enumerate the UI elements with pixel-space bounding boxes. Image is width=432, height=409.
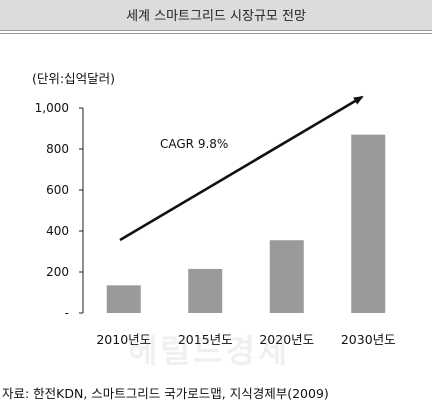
bar [188,268,223,313]
y-tick-label: 600 [46,183,69,197]
source-note: 자료: 한전KDN, 스마트그리드 국가로드맵, 지식경제부(2009) [2,386,329,401]
y-tick-label: - [65,306,69,320]
y-tick-label: 1,000 [35,101,69,115]
bar-chart: - 200 400 600 800 1,000 2010년도 2015년도 2020년도 203… [35,95,396,347]
trend-arrow [119,95,364,242]
y-tick-label: 200 [46,265,69,279]
chart-title: 세계 스마트그리드 시장규모 전망 [126,9,306,24]
bar [269,240,304,313]
y-tick-label: 400 [46,224,69,238]
x-tick-label: 2010년도 [96,332,151,347]
x-tick-label: 2015년도 [178,332,233,347]
title-band: 세계 스마트그리드 시장규모 전망 [0,0,432,31]
x-tick-label: 2030년도 [341,332,396,347]
cagr-annotation: CAGR 9.8% [160,137,228,151]
watermark: 헤럴드경제 [128,332,291,370]
title-divider [0,30,432,31]
bar [106,285,141,313]
unit-label: (단위:십억달러) [32,71,115,86]
y-tick-label: 800 [46,142,69,156]
bar [351,134,386,313]
x-tick-label: 2020년도 [259,332,314,347]
title-divider-secondary [0,33,432,34]
